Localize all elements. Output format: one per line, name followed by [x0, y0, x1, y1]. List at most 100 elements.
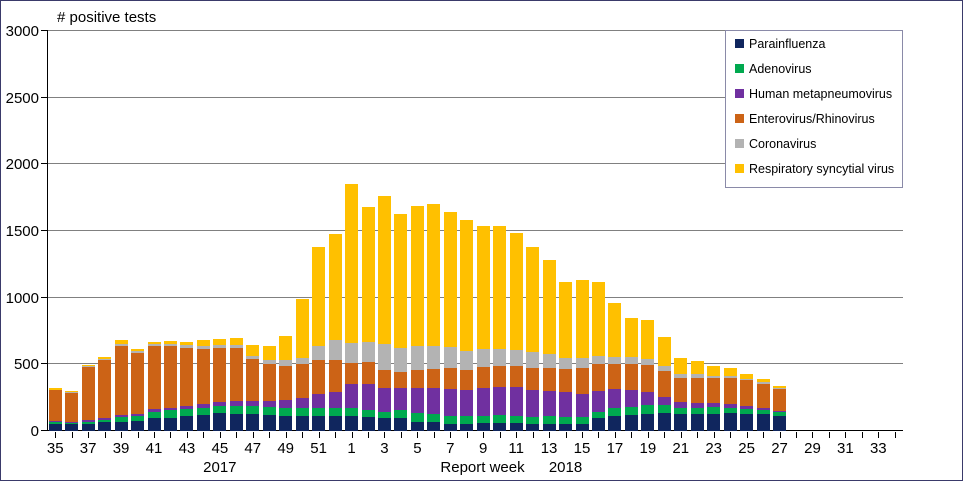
x-tick-label: 9 [479, 440, 488, 457]
x-tick-mark [828, 432, 830, 438]
bar-segment [476, 349, 490, 368]
x-tick-label: 35 [46, 440, 64, 457]
x-tick-mark [697, 432, 699, 438]
bar-segment [542, 416, 556, 424]
legend-swatch-icon [735, 139, 744, 148]
bar-segment [213, 339, 227, 346]
bar-segment [608, 303, 622, 358]
bar-segment [707, 365, 721, 376]
x-tick-mark [598, 432, 600, 438]
bar-segment [608, 415, 622, 431]
bar-segment [443, 423, 457, 431]
bar-segment [312, 408, 326, 417]
y-tick-label: 500 [13, 356, 39, 374]
legend-label: Respiratory syncytial virus [749, 161, 895, 176]
bar-segment [674, 377, 688, 403]
bar [674, 358, 688, 431]
y-tick-label: 3000 [5, 23, 39, 40]
bar-segment [180, 341, 194, 346]
bar-segment [279, 360, 293, 367]
bar-segment [312, 247, 326, 346]
bar-segment [559, 369, 573, 393]
bar-segment [410, 413, 424, 422]
gridline [47, 363, 903, 365]
bar-segment [690, 413, 704, 431]
x-tick-label: 7 [446, 440, 455, 457]
bar-segment [657, 405, 671, 413]
bar-segment [246, 406, 260, 415]
x-tick-mark [763, 432, 765, 438]
x-tick-mark [368, 432, 369, 438]
legend-label: Adenovirus [749, 61, 812, 76]
x-tick-mark [516, 432, 518, 438]
bar-segment [773, 385, 787, 388]
bar-segment [476, 415, 490, 423]
bar-segment [377, 388, 391, 412]
gridline [47, 296, 903, 298]
bar-segment [657, 365, 671, 371]
bar-segment [657, 371, 671, 397]
bar-segment [163, 407, 177, 411]
x-tick-mark [203, 432, 205, 438]
bar-segment [114, 340, 128, 344]
bar-segment [295, 407, 309, 417]
bar-segment [131, 421, 145, 431]
x-tick-mark [219, 432, 221, 438]
bar-segment [114, 345, 128, 416]
x-tick-mark [318, 432, 320, 438]
bar-segment [575, 279, 589, 359]
bar-segment [163, 341, 177, 345]
bar [509, 233, 523, 431]
bar-segment [279, 407, 293, 416]
bar-segment [674, 407, 688, 415]
bar [163, 341, 177, 431]
bar-segment [624, 357, 638, 364]
x-tick-label: 43 [178, 440, 196, 457]
bar-segment [246, 359, 260, 402]
bar-segment [361, 207, 375, 342]
bar-segment [674, 414, 688, 431]
bar-segment [410, 345, 424, 370]
bar-segment [427, 369, 441, 388]
bar-segment [98, 422, 112, 431]
bar [394, 214, 408, 431]
bar-segment [279, 366, 293, 401]
y-tick-mark [41, 163, 48, 165]
bar-segment [394, 410, 408, 419]
bar-segment [180, 416, 194, 431]
bar-segment [147, 418, 161, 431]
bar-segment [312, 416, 326, 431]
bar-segment [65, 392, 79, 394]
bar-segment [707, 407, 721, 414]
bar-segment [196, 415, 210, 431]
bar [756, 379, 770, 431]
x-tick-mark [582, 432, 583, 438]
bar-segment [229, 401, 243, 406]
bar-segment [526, 351, 540, 369]
bar-segment [377, 370, 391, 389]
bar-segment [361, 409, 375, 417]
x-tick-mark [680, 432, 682, 438]
legend-swatch-icon [735, 89, 744, 98]
bar-segment [81, 367, 95, 421]
x-tick-label: 11 [508, 440, 524, 457]
bar-segment [591, 417, 605, 431]
bar-segment [394, 418, 408, 431]
bar-segment [180, 409, 194, 417]
legend-item: Human metapneumovirus [726, 81, 902, 106]
bar-segment [740, 378, 754, 381]
bar-segment [509, 423, 523, 431]
bar-segment [690, 377, 704, 404]
bar-segment [345, 407, 359, 416]
bar-segment [493, 387, 507, 415]
legend-label: Human metapneumovirus [749, 86, 893, 101]
bar-segment [328, 408, 342, 417]
bar-segment [509, 366, 523, 388]
x-tick-mark [730, 432, 732, 438]
bar-segment [674, 373, 688, 378]
bar-segment [575, 423, 589, 431]
bar [262, 346, 276, 431]
x-tick-label: 39 [112, 440, 130, 457]
bar-segment [246, 414, 260, 431]
bar [295, 299, 309, 431]
